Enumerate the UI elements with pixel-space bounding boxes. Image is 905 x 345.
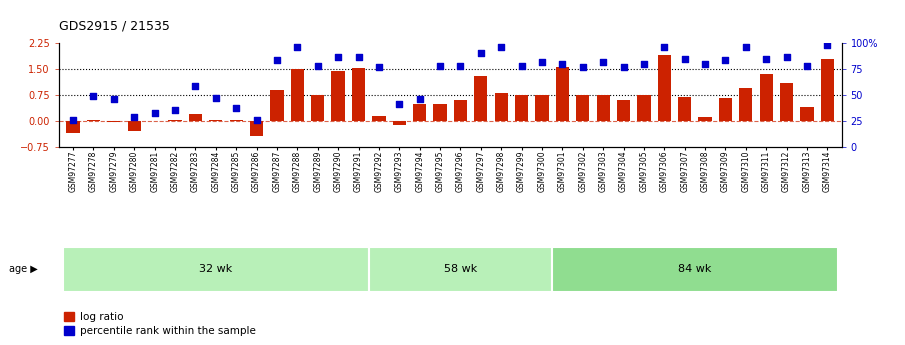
Point — [759, 56, 774, 61]
Bar — [311, 95, 324, 121]
Bar — [209, 120, 223, 121]
Bar — [699, 117, 711, 121]
Bar — [617, 100, 630, 121]
Point — [229, 105, 243, 110]
Point — [678, 56, 692, 61]
Bar — [433, 104, 447, 121]
Text: GDS2915 / 21535: GDS2915 / 21535 — [59, 20, 170, 33]
Point — [208, 96, 223, 101]
Bar — [474, 76, 488, 121]
Bar — [576, 95, 589, 121]
Text: 84 wk: 84 wk — [678, 264, 711, 274]
Bar — [189, 114, 202, 121]
Point — [576, 65, 590, 70]
Bar — [678, 97, 691, 121]
Point — [719, 58, 733, 63]
Point — [188, 83, 203, 89]
Point — [392, 101, 406, 107]
Point — [595, 59, 610, 65]
Point — [310, 63, 325, 68]
Bar — [658, 55, 671, 121]
Point — [657, 44, 672, 49]
Bar — [250, 121, 263, 136]
Point — [453, 63, 468, 69]
Bar — [107, 121, 120, 122]
Point — [473, 51, 488, 56]
Point — [514, 63, 529, 68]
Point — [616, 65, 631, 70]
Text: age ▶: age ▶ — [9, 264, 38, 274]
Bar — [87, 120, 100, 121]
Bar — [719, 98, 732, 121]
Bar — [271, 90, 283, 121]
Point — [494, 44, 509, 49]
Point — [555, 61, 569, 67]
Bar — [536, 95, 548, 121]
Point — [433, 63, 447, 69]
Bar — [596, 95, 610, 121]
Bar — [368, 247, 552, 292]
Point — [148, 110, 162, 116]
Point — [738, 44, 753, 49]
Point — [331, 54, 346, 60]
Point — [270, 58, 284, 63]
Bar — [780, 83, 794, 121]
Point — [351, 54, 366, 60]
Point — [779, 54, 794, 60]
Bar — [372, 116, 386, 121]
Bar — [393, 121, 406, 125]
Point — [413, 96, 427, 102]
Point — [800, 63, 814, 69]
Point — [107, 96, 121, 102]
Bar — [66, 121, 80, 133]
Bar — [352, 68, 365, 121]
Text: 58 wk: 58 wk — [443, 264, 477, 274]
Point — [535, 59, 549, 65]
Bar — [821, 59, 834, 121]
Bar — [331, 71, 345, 121]
Bar — [494, 93, 508, 121]
Point — [250, 117, 264, 123]
Point — [820, 42, 834, 48]
Bar — [453, 100, 467, 121]
Bar — [128, 121, 141, 131]
Point — [86, 93, 100, 99]
Bar — [168, 120, 182, 121]
Bar — [637, 95, 651, 121]
Bar — [515, 95, 529, 121]
Point — [127, 115, 141, 120]
Point — [698, 61, 712, 67]
Bar — [800, 107, 814, 121]
Text: 32 wk: 32 wk — [199, 264, 233, 274]
Bar — [739, 88, 752, 121]
Bar — [556, 67, 569, 121]
Bar — [413, 104, 426, 121]
Point — [167, 108, 182, 113]
Bar — [230, 120, 243, 121]
Point — [636, 61, 651, 67]
Point — [66, 117, 81, 122]
Point — [372, 65, 386, 70]
Bar — [291, 69, 304, 121]
Bar — [63, 247, 368, 292]
Legend: log ratio, percentile rank within the sample: log ratio, percentile rank within the sa… — [64, 312, 255, 336]
Bar — [552, 247, 837, 292]
Bar — [759, 74, 773, 121]
Point — [291, 44, 305, 49]
